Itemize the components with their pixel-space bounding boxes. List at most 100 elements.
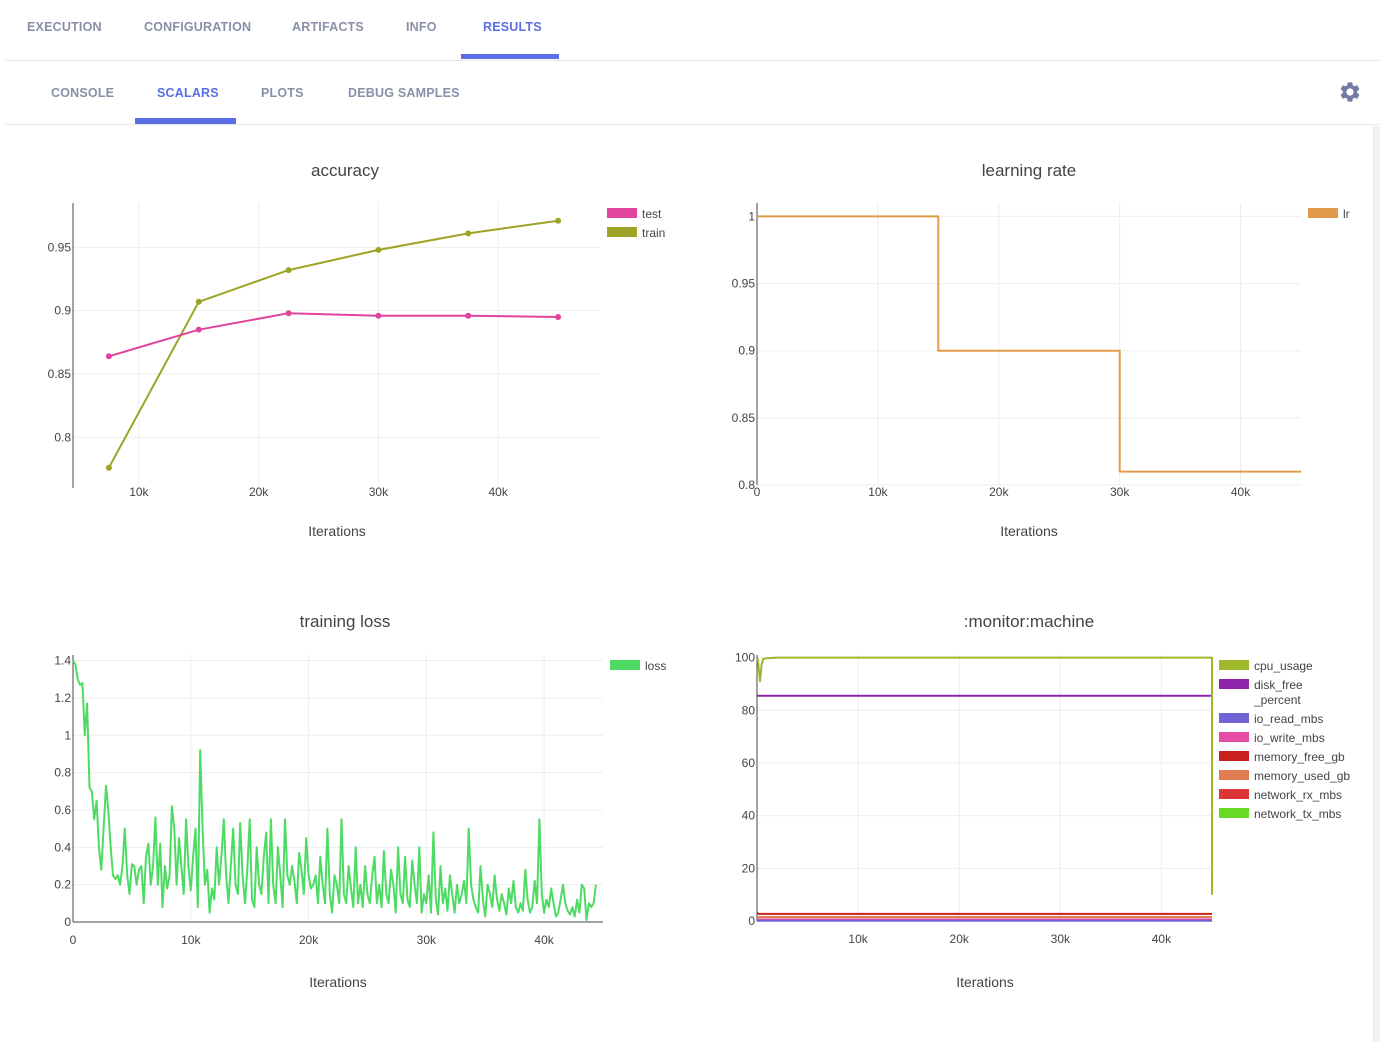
y-tick-label: 0.9 <box>738 344 755 358</box>
subtab-console[interactable]: CONSOLE <box>51 86 115 100</box>
x-axis-label: Iterations <box>308 523 366 539</box>
results-subtabs: CONSOLE SCALARS PLOTS DEBUG SAMPLES <box>5 61 1380 125</box>
legend-swatch <box>1219 770 1249 780</box>
x-tick-label: 40k <box>1152 932 1172 946</box>
y-tick-label: 80 <box>742 703 756 717</box>
legend-label: loss <box>645 659 666 673</box>
legend-swatch <box>1219 732 1249 742</box>
y-tick-label: 0.95 <box>48 240 72 254</box>
y-tick-label: 60 <box>742 756 756 770</box>
gear-icon[interactable] <box>1338 80 1362 104</box>
x-axis-label: Iterations <box>309 974 367 990</box>
y-tick-label: 100 <box>735 651 755 665</box>
data-point-train <box>465 230 472 237</box>
chart-title: accuracy <box>311 161 380 180</box>
data-point-test <box>465 312 472 319</box>
subtab-scalars[interactable]: SCALARS <box>157 86 219 100</box>
data-point-test <box>285 310 292 317</box>
series-line-loss <box>72 660 597 922</box>
x-tick-label: 10k <box>181 933 201 947</box>
x-tick-label: 40k <box>1231 485 1251 499</box>
x-tick-label: 20k <box>249 485 269 499</box>
chart-title: :monitor:machine <box>964 612 1094 631</box>
legend-swatch <box>607 227 637 237</box>
y-tick-label: 20 <box>742 861 756 875</box>
tab-execution[interactable]: EXECUTION <box>27 20 102 34</box>
data-point-test <box>375 312 382 319</box>
active-subtab-indicator <box>135 118 236 124</box>
training-loss-chart: training loss 0 0.2 0.4 0.6 0.8 1 1.2 1.4 0 10k 20k… <box>54 612 666 990</box>
data-point-train <box>555 217 562 224</box>
tab-artifacts[interactable]: ARTIFACTS <box>292 20 364 34</box>
y-tick-label: 40 <box>742 809 756 823</box>
x-tick-label: 0 <box>70 933 77 947</box>
data-point-test <box>555 314 562 320</box>
tab-info[interactable]: INFO <box>406 20 437 34</box>
legend-swatch <box>1219 679 1249 689</box>
legend-label: memory_free_gb <box>1254 750 1345 764</box>
y-tick-label: 1 <box>748 209 755 223</box>
legend-label: disk_free <box>1254 678 1303 692</box>
series-line-train <box>108 219 559 469</box>
y-tick-label: 0.8 <box>54 766 71 780</box>
legend-swatch <box>1308 208 1338 218</box>
x-tick-label: 20k <box>950 932 970 946</box>
legend-swatch <box>610 660 640 670</box>
active-tab-indicator <box>461 54 559 59</box>
y-tick-label: 0.8 <box>54 430 71 444</box>
tab-configuration[interactable]: CONFIGURATION <box>144 20 252 34</box>
series-line-lr <box>757 215 1301 473</box>
legend-label: _percent <box>1253 693 1301 707</box>
legend-label: test <box>642 207 662 221</box>
subtab-plots[interactable]: PLOTS <box>261 86 304 100</box>
data-point-train <box>105 464 112 471</box>
tab-results[interactable]: RESULTS <box>483 20 542 34</box>
x-tick-label: 20k <box>299 933 319 947</box>
legend-swatch <box>1219 660 1249 670</box>
y-tick-label: 0.9 <box>54 304 71 318</box>
data-point-train <box>375 246 382 253</box>
legend-label: network_tx_mbs <box>1254 807 1341 821</box>
legend-swatch <box>1219 713 1249 723</box>
legend-swatch <box>1219 751 1249 761</box>
scrollbar[interactable] <box>1373 126 1380 1041</box>
monitor-machine-chart: :monitor:machine 0 20 40 60 80 100 10k 20k 30k 40k… <box>735 612 1350 990</box>
x-tick-label: 30k <box>369 485 389 499</box>
x-axis-label: Iterations <box>1000 523 1058 539</box>
accuracy-chart: accuracy 0.8 0.85 0.9 0.95 10k 20k 30k 40k Iterat… <box>48 161 666 539</box>
x-axis-label: Iterations <box>956 974 1014 990</box>
x-tick-label: 40k <box>534 933 554 947</box>
subtab-debug-samples[interactable]: DEBUG SAMPLES <box>348 86 460 100</box>
legend-label: network_rx_mbs <box>1254 788 1342 802</box>
x-tick-label: 20k <box>989 485 1009 499</box>
y-tick-label: 1.4 <box>54 654 71 668</box>
x-tick-label: 0 <box>754 485 761 499</box>
y-tick-label: 0.8 <box>738 478 755 492</box>
y-tick-label: 0.85 <box>48 367 72 381</box>
data-point-test <box>105 353 112 360</box>
x-tick-label: 10k <box>868 485 888 499</box>
series-line-cpu_usage <box>756 656 1213 895</box>
x-tick-label: 10k <box>848 932 868 946</box>
x-tick-label: 10k <box>129 485 149 499</box>
legend-label: io_read_mbs <box>1254 712 1323 726</box>
y-tick-label: 0.85 <box>732 411 756 425</box>
x-tick-label: 30k <box>1051 932 1071 946</box>
y-tick-label: 0.2 <box>54 878 71 892</box>
legend-swatch <box>607 208 637 218</box>
data-point-train <box>285 267 292 274</box>
series-line-test <box>108 312 559 358</box>
series-line-memory_free_gb <box>756 912 1212 915</box>
legend-label: memory_used_gb <box>1254 769 1350 783</box>
data-point-train <box>195 298 202 305</box>
legend-label: io_write_mbs <box>1254 731 1325 745</box>
legend-label: cpu_usage <box>1254 659 1313 673</box>
data-point-test <box>195 326 202 333</box>
y-tick-label: 0.4 <box>54 840 71 854</box>
x-tick-label: 30k <box>1110 485 1130 499</box>
chart-title: learning rate <box>982 161 1077 180</box>
legend-swatch <box>1219 789 1249 799</box>
y-tick-label: 0 <box>748 914 755 928</box>
legend-label: lr <box>1343 207 1350 221</box>
